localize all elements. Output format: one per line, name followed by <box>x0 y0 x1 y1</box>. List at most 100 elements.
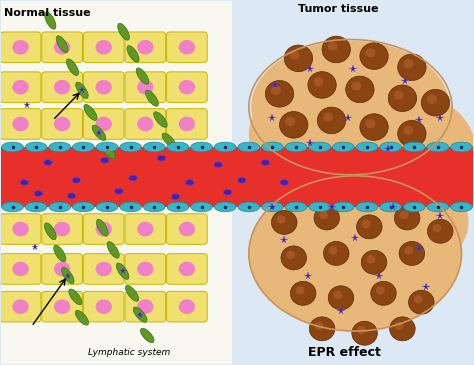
Ellipse shape <box>137 262 154 276</box>
Ellipse shape <box>96 117 112 131</box>
Ellipse shape <box>12 117 29 131</box>
Ellipse shape <box>12 262 29 276</box>
Circle shape <box>361 250 387 274</box>
Ellipse shape <box>237 177 246 183</box>
Ellipse shape <box>118 23 129 40</box>
Ellipse shape <box>12 80 29 95</box>
Ellipse shape <box>1 142 23 152</box>
Ellipse shape <box>115 188 123 194</box>
Ellipse shape <box>96 262 112 276</box>
Ellipse shape <box>45 12 56 29</box>
Ellipse shape <box>137 117 154 131</box>
Circle shape <box>398 54 426 81</box>
FancyBboxPatch shape <box>83 214 124 244</box>
Bar <box>0 147 474 207</box>
Ellipse shape <box>140 328 154 343</box>
Circle shape <box>272 211 297 234</box>
FancyBboxPatch shape <box>42 72 82 103</box>
Ellipse shape <box>96 40 112 55</box>
Text: Lymphatic system: Lymphatic system <box>88 349 170 357</box>
Ellipse shape <box>69 289 82 305</box>
FancyBboxPatch shape <box>83 291 124 322</box>
Circle shape <box>360 114 388 141</box>
Ellipse shape <box>179 40 195 55</box>
Circle shape <box>365 48 375 57</box>
Ellipse shape <box>262 202 283 212</box>
Ellipse shape <box>133 307 147 322</box>
Ellipse shape <box>144 202 165 212</box>
Ellipse shape <box>223 189 232 195</box>
Circle shape <box>398 120 426 147</box>
Ellipse shape <box>54 299 70 314</box>
Circle shape <box>365 119 375 128</box>
Ellipse shape <box>185 180 194 185</box>
FancyBboxPatch shape <box>166 72 207 103</box>
Circle shape <box>323 242 349 265</box>
Ellipse shape <box>72 177 81 183</box>
Ellipse shape <box>403 142 425 152</box>
Ellipse shape <box>137 80 154 95</box>
Ellipse shape <box>191 202 212 212</box>
FancyBboxPatch shape <box>42 109 82 139</box>
Ellipse shape <box>332 202 354 212</box>
Ellipse shape <box>92 125 106 141</box>
Ellipse shape <box>96 299 112 314</box>
Ellipse shape <box>238 142 260 152</box>
Circle shape <box>265 81 294 107</box>
Ellipse shape <box>154 112 167 127</box>
Ellipse shape <box>309 142 330 152</box>
Circle shape <box>328 246 337 255</box>
Ellipse shape <box>285 142 307 152</box>
FancyBboxPatch shape <box>0 72 41 103</box>
Circle shape <box>328 42 337 51</box>
FancyBboxPatch shape <box>42 32 82 62</box>
Ellipse shape <box>357 96 474 207</box>
Circle shape <box>323 112 333 122</box>
Ellipse shape <box>261 160 270 165</box>
Ellipse shape <box>262 142 283 152</box>
Circle shape <box>295 286 304 295</box>
Ellipse shape <box>67 193 76 199</box>
FancyBboxPatch shape <box>83 254 124 284</box>
Circle shape <box>352 321 377 345</box>
Circle shape <box>318 107 346 134</box>
Text: Tumor tissue: Tumor tissue <box>299 4 379 14</box>
Circle shape <box>388 85 417 112</box>
Ellipse shape <box>137 222 154 237</box>
Ellipse shape <box>1 202 23 212</box>
Ellipse shape <box>265 185 360 296</box>
Circle shape <box>346 76 374 103</box>
FancyBboxPatch shape <box>0 109 41 139</box>
Ellipse shape <box>171 194 180 200</box>
Ellipse shape <box>214 142 236 152</box>
Ellipse shape <box>451 142 473 152</box>
Circle shape <box>409 290 434 314</box>
Circle shape <box>351 81 361 91</box>
Ellipse shape <box>25 202 47 212</box>
Ellipse shape <box>120 202 142 212</box>
Circle shape <box>291 281 316 306</box>
Ellipse shape <box>126 285 139 301</box>
Circle shape <box>360 43 388 69</box>
Circle shape <box>314 77 323 86</box>
Circle shape <box>433 224 441 233</box>
Ellipse shape <box>179 80 195 95</box>
Ellipse shape <box>167 142 189 152</box>
Ellipse shape <box>75 310 89 325</box>
Ellipse shape <box>54 222 70 237</box>
Ellipse shape <box>54 245 66 262</box>
FancyBboxPatch shape <box>166 109 207 139</box>
FancyBboxPatch shape <box>0 254 41 284</box>
Ellipse shape <box>214 162 222 168</box>
Circle shape <box>404 246 413 255</box>
Circle shape <box>281 246 307 270</box>
FancyBboxPatch shape <box>125 109 165 139</box>
Ellipse shape <box>45 223 56 240</box>
Circle shape <box>328 286 354 310</box>
Circle shape <box>285 117 295 126</box>
Circle shape <box>280 112 308 138</box>
Ellipse shape <box>427 202 449 212</box>
Ellipse shape <box>249 176 462 331</box>
FancyBboxPatch shape <box>125 291 165 322</box>
FancyBboxPatch shape <box>42 291 82 322</box>
